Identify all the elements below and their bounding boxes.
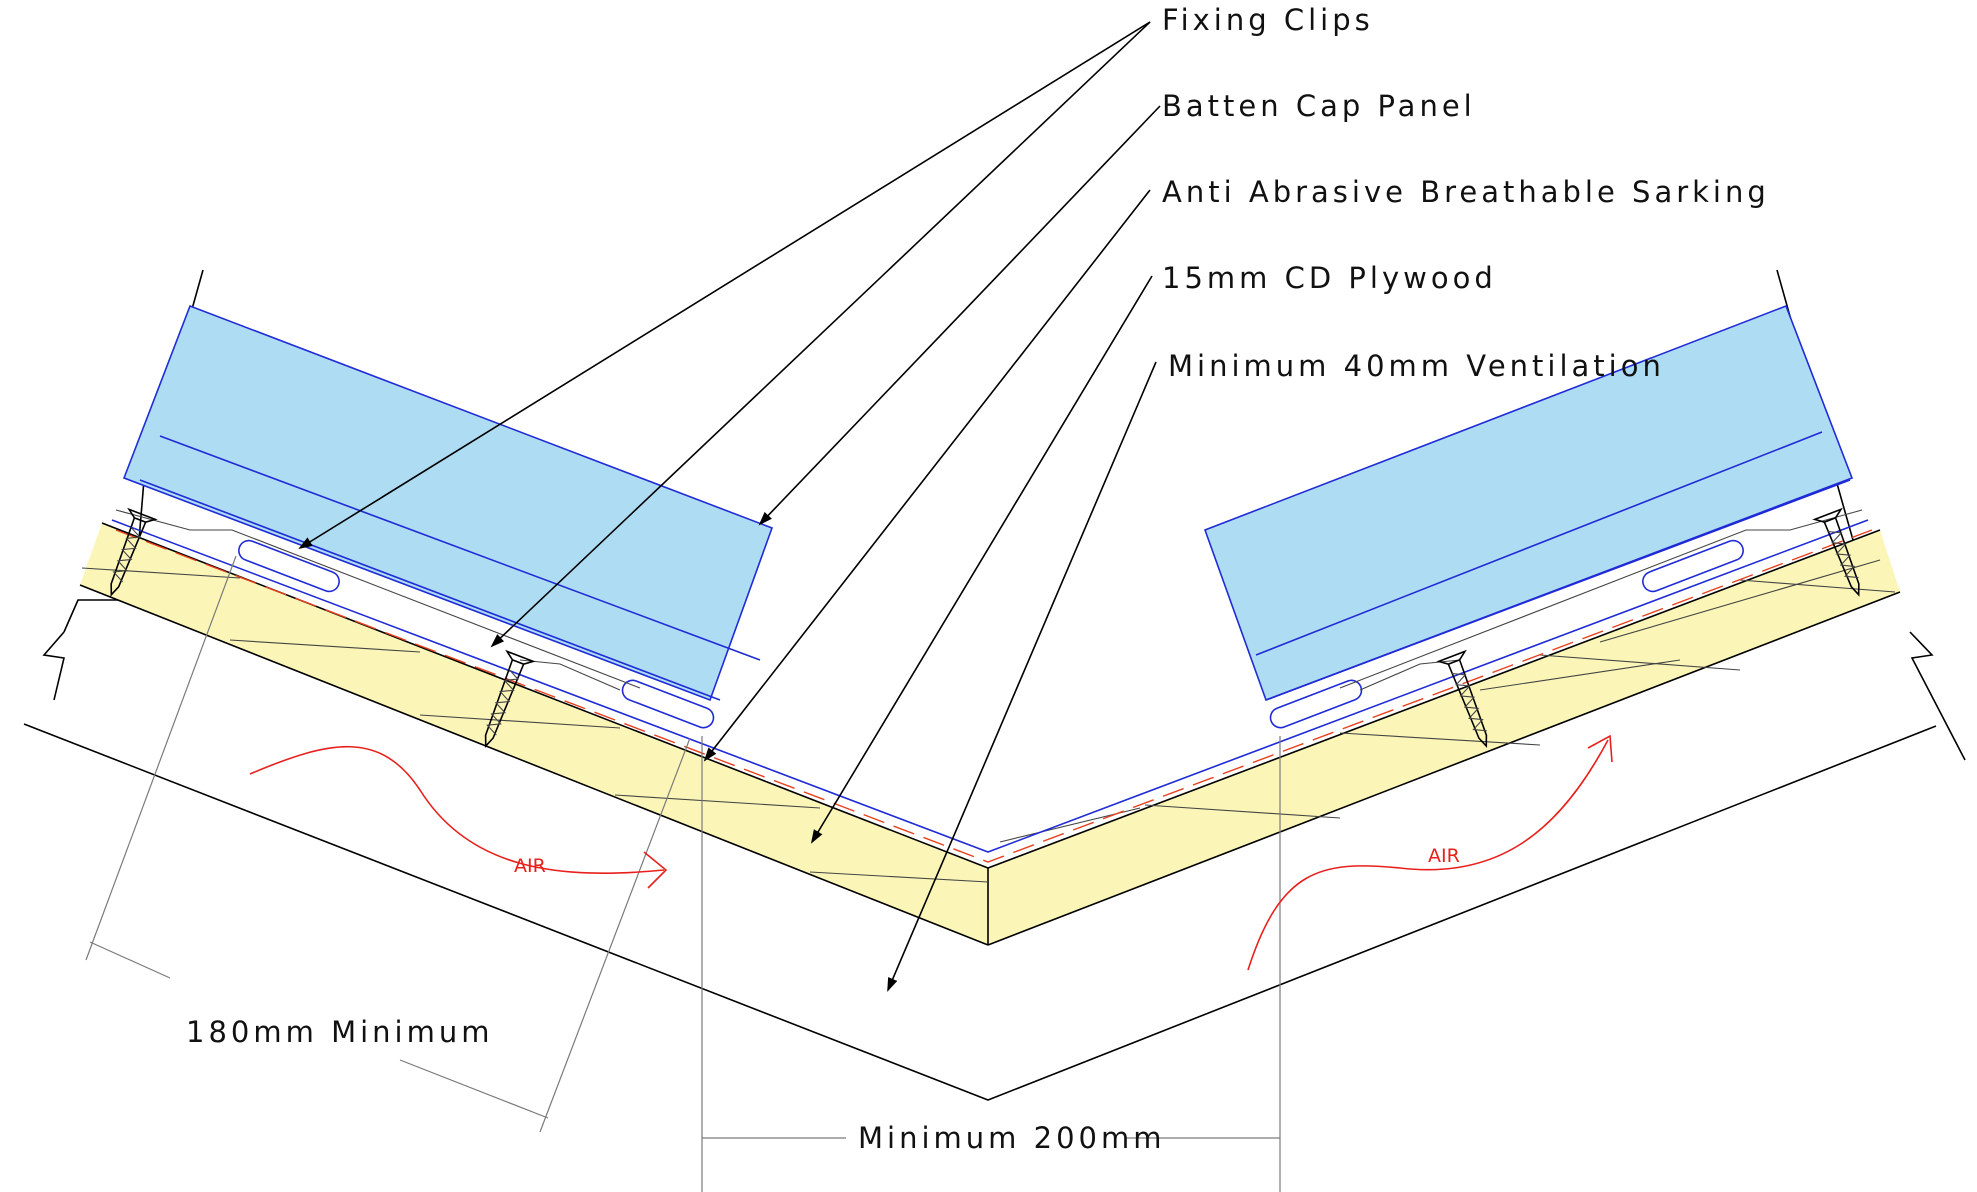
screw-icon xyxy=(1812,507,1860,597)
left-edge-link xyxy=(63,599,134,633)
fixing-clips-leader-1 xyxy=(298,21,1151,550)
screw-icon xyxy=(110,507,158,597)
plywood-leader xyxy=(810,275,1153,844)
left-air-arrowhead xyxy=(643,851,668,889)
dimension-lines xyxy=(85,555,1281,1192)
left-upper-clip xyxy=(238,539,340,593)
overlap-extension-right xyxy=(539,737,691,1133)
label-fixing-clips: Fixing Clips xyxy=(1162,3,1374,37)
plywood-deck xyxy=(79,522,1901,946)
right-break-symbol xyxy=(1909,631,1966,761)
label-batten-cap-panel: Batten Cap Panel xyxy=(1162,89,1476,123)
sarking-top-line xyxy=(111,519,1869,853)
ventilation-leader xyxy=(887,361,1157,992)
left-air-label: AIR xyxy=(514,855,546,877)
right-air-arrowhead xyxy=(1587,734,1613,763)
left-break-symbol xyxy=(42,631,65,701)
dimension-gap-label: Minimum 200mm xyxy=(858,1121,1165,1155)
leader-lines xyxy=(298,21,1161,992)
fixing-clips-leader-2 xyxy=(490,21,1151,648)
callout-labels: Fixing Clips Batten Cap Panel Anti Abras… xyxy=(186,3,1770,1155)
left-batten-cap-panel xyxy=(122,304,774,702)
left-lower-clip xyxy=(621,679,715,729)
right-clip-strip xyxy=(1339,509,1863,689)
sarking-membrane xyxy=(111,519,1873,863)
right-air-label: AIR xyxy=(1428,845,1460,867)
airflow-arrows: AIR AIR xyxy=(249,734,1613,971)
label-sarking: Anti Abrasive Breathable Sarking xyxy=(1162,175,1770,209)
sarking-dashed-line xyxy=(115,529,1873,863)
batten-cap-panel-leader xyxy=(758,105,1161,526)
screws xyxy=(110,507,1860,749)
screw-icon xyxy=(484,649,536,749)
rafter-underside xyxy=(23,723,1937,1101)
screw-icon xyxy=(1436,649,1488,749)
sarking-leader xyxy=(703,189,1151,762)
label-plywood: 15mm CD Plywood xyxy=(1162,261,1497,295)
label-ventilation: Minimum 40mm Ventilation xyxy=(1168,349,1665,383)
fixing-clips xyxy=(115,509,1863,729)
dimension-overlap-label: 180mm Minimum xyxy=(186,1015,493,1049)
overlap-extension-left xyxy=(85,555,237,961)
left-air-flow xyxy=(249,745,665,874)
right-upper-clip xyxy=(1642,539,1744,593)
right-lower-clip xyxy=(1269,679,1363,729)
right-air-flow xyxy=(1247,739,1609,971)
batten-cap-panels xyxy=(122,304,1854,702)
plywood-layer xyxy=(80,523,1900,945)
